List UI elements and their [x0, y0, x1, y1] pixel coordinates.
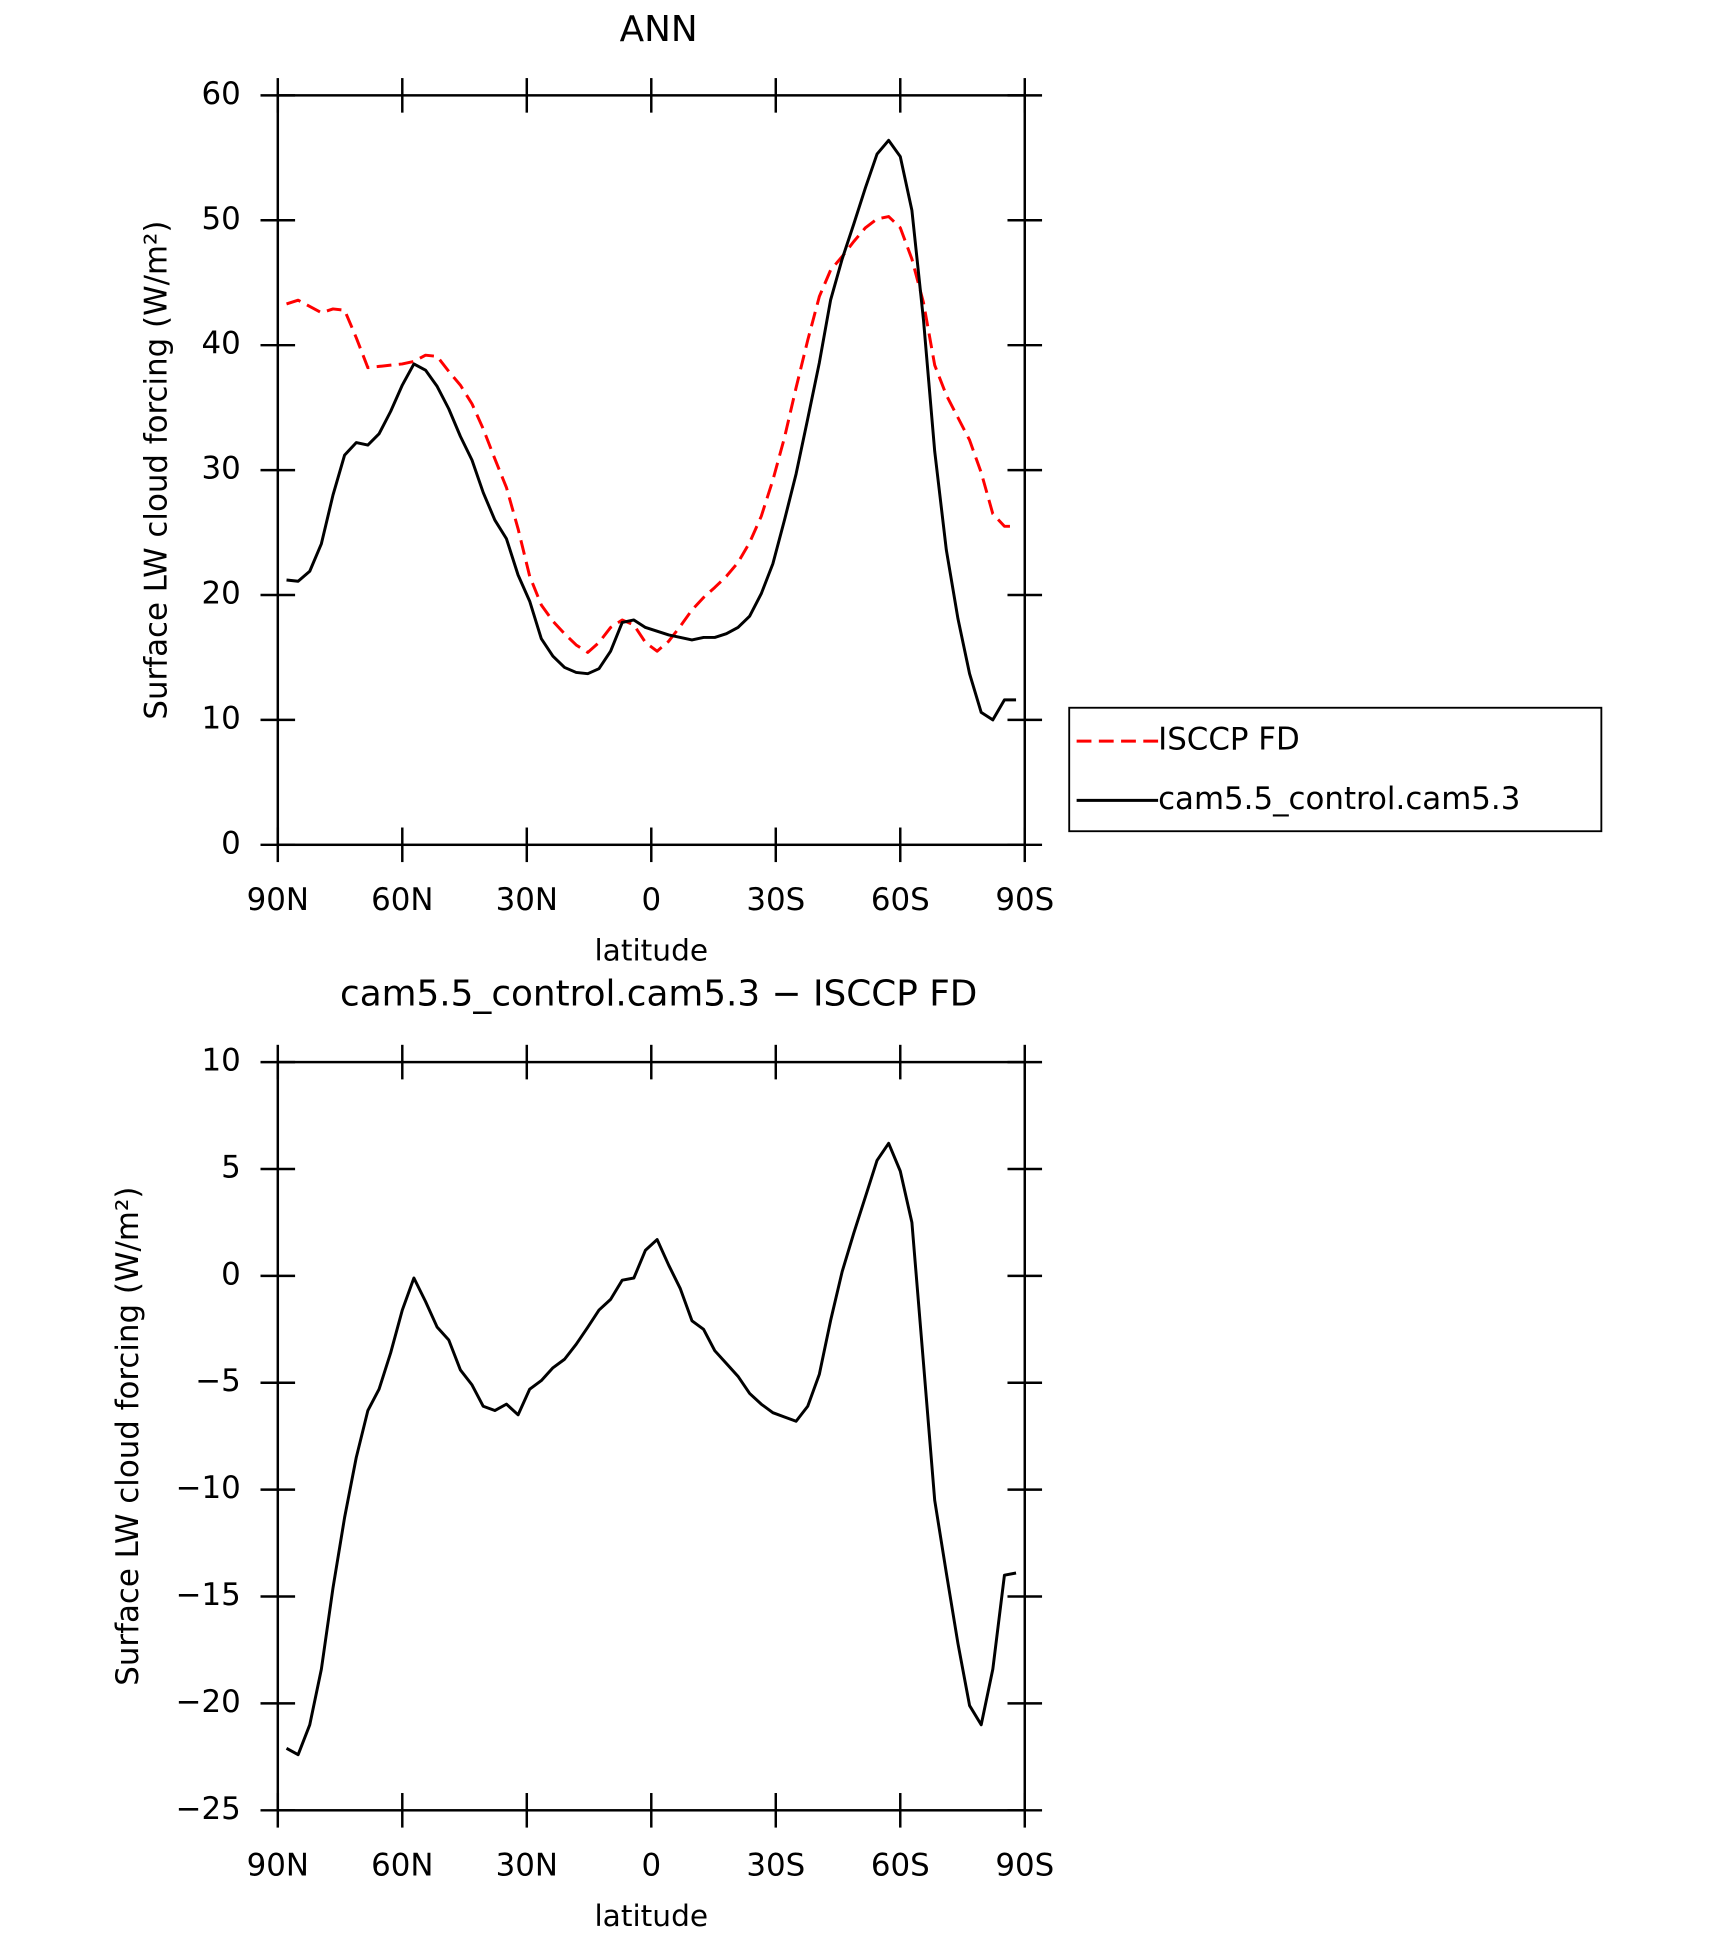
- x-tick-label: 30S: [746, 1848, 805, 1884]
- legend-label: ISCCP FD: [1158, 722, 1300, 758]
- data-line: [286, 138, 1017, 722]
- y-tick-label: 50: [201, 201, 240, 237]
- x-tick-label: 0: [641, 1848, 661, 1884]
- y-tick-label: 0: [221, 825, 241, 861]
- legend-label: cam5.5_control.cam5.3: [1158, 781, 1520, 817]
- y-tick-label: 10: [201, 700, 240, 736]
- y-tick-label: −25: [176, 1791, 241, 1827]
- y-axis-label: Surface LW cloud forcing (W/m²): [139, 221, 175, 720]
- y-tick-label: −10: [176, 1470, 241, 1506]
- x-tick-label: 60N: [371, 882, 433, 918]
- y-tick-label: −15: [176, 1577, 241, 1613]
- y-tick-label: 20: [201, 575, 240, 611]
- y-tick-label: −20: [176, 1684, 241, 1720]
- y-tick-label: 0: [221, 1256, 241, 1292]
- x-tick-label: 90N: [247, 1848, 309, 1884]
- x-tick-label: 60N: [371, 1848, 433, 1884]
- y-tick-label: 60: [201, 76, 240, 112]
- x-axis-label: latitude: [594, 933, 708, 968]
- y-tick-label: 5: [221, 1149, 241, 1185]
- chart-title: cam5.5_control.cam5.3 − ISCCP FD: [340, 973, 977, 1014]
- x-tick-label: 30N: [496, 882, 558, 918]
- y-tick-label: 10: [201, 1043, 240, 1079]
- chart-title: ANN: [620, 9, 698, 50]
- legend-box: [1068, 706, 1603, 833]
- x-tick-label: 90N: [247, 882, 309, 918]
- x-tick-label: 30N: [496, 1848, 558, 1884]
- x-tick-label: 60S: [871, 882, 930, 918]
- x-axis-label: latitude: [594, 1898, 708, 1933]
- y-axis-label: Surface LW cloud forcing (W/m²): [110, 1187, 146, 1686]
- plot-frame: [276, 1060, 1026, 1812]
- x-tick-label: 60S: [871, 1848, 930, 1884]
- x-tick-label: 90S: [995, 1848, 1054, 1884]
- x-tick-label: 0: [641, 882, 661, 918]
- y-tick-label: 30: [201, 451, 240, 487]
- x-tick-label: 90S: [995, 882, 1054, 918]
- y-tick-label: −5: [195, 1363, 241, 1399]
- data-line: [285, 1141, 1017, 1757]
- x-tick-label: 30S: [746, 882, 805, 918]
- y-tick-label: 40: [201, 326, 240, 362]
- data-line: [286, 215, 1017, 654]
